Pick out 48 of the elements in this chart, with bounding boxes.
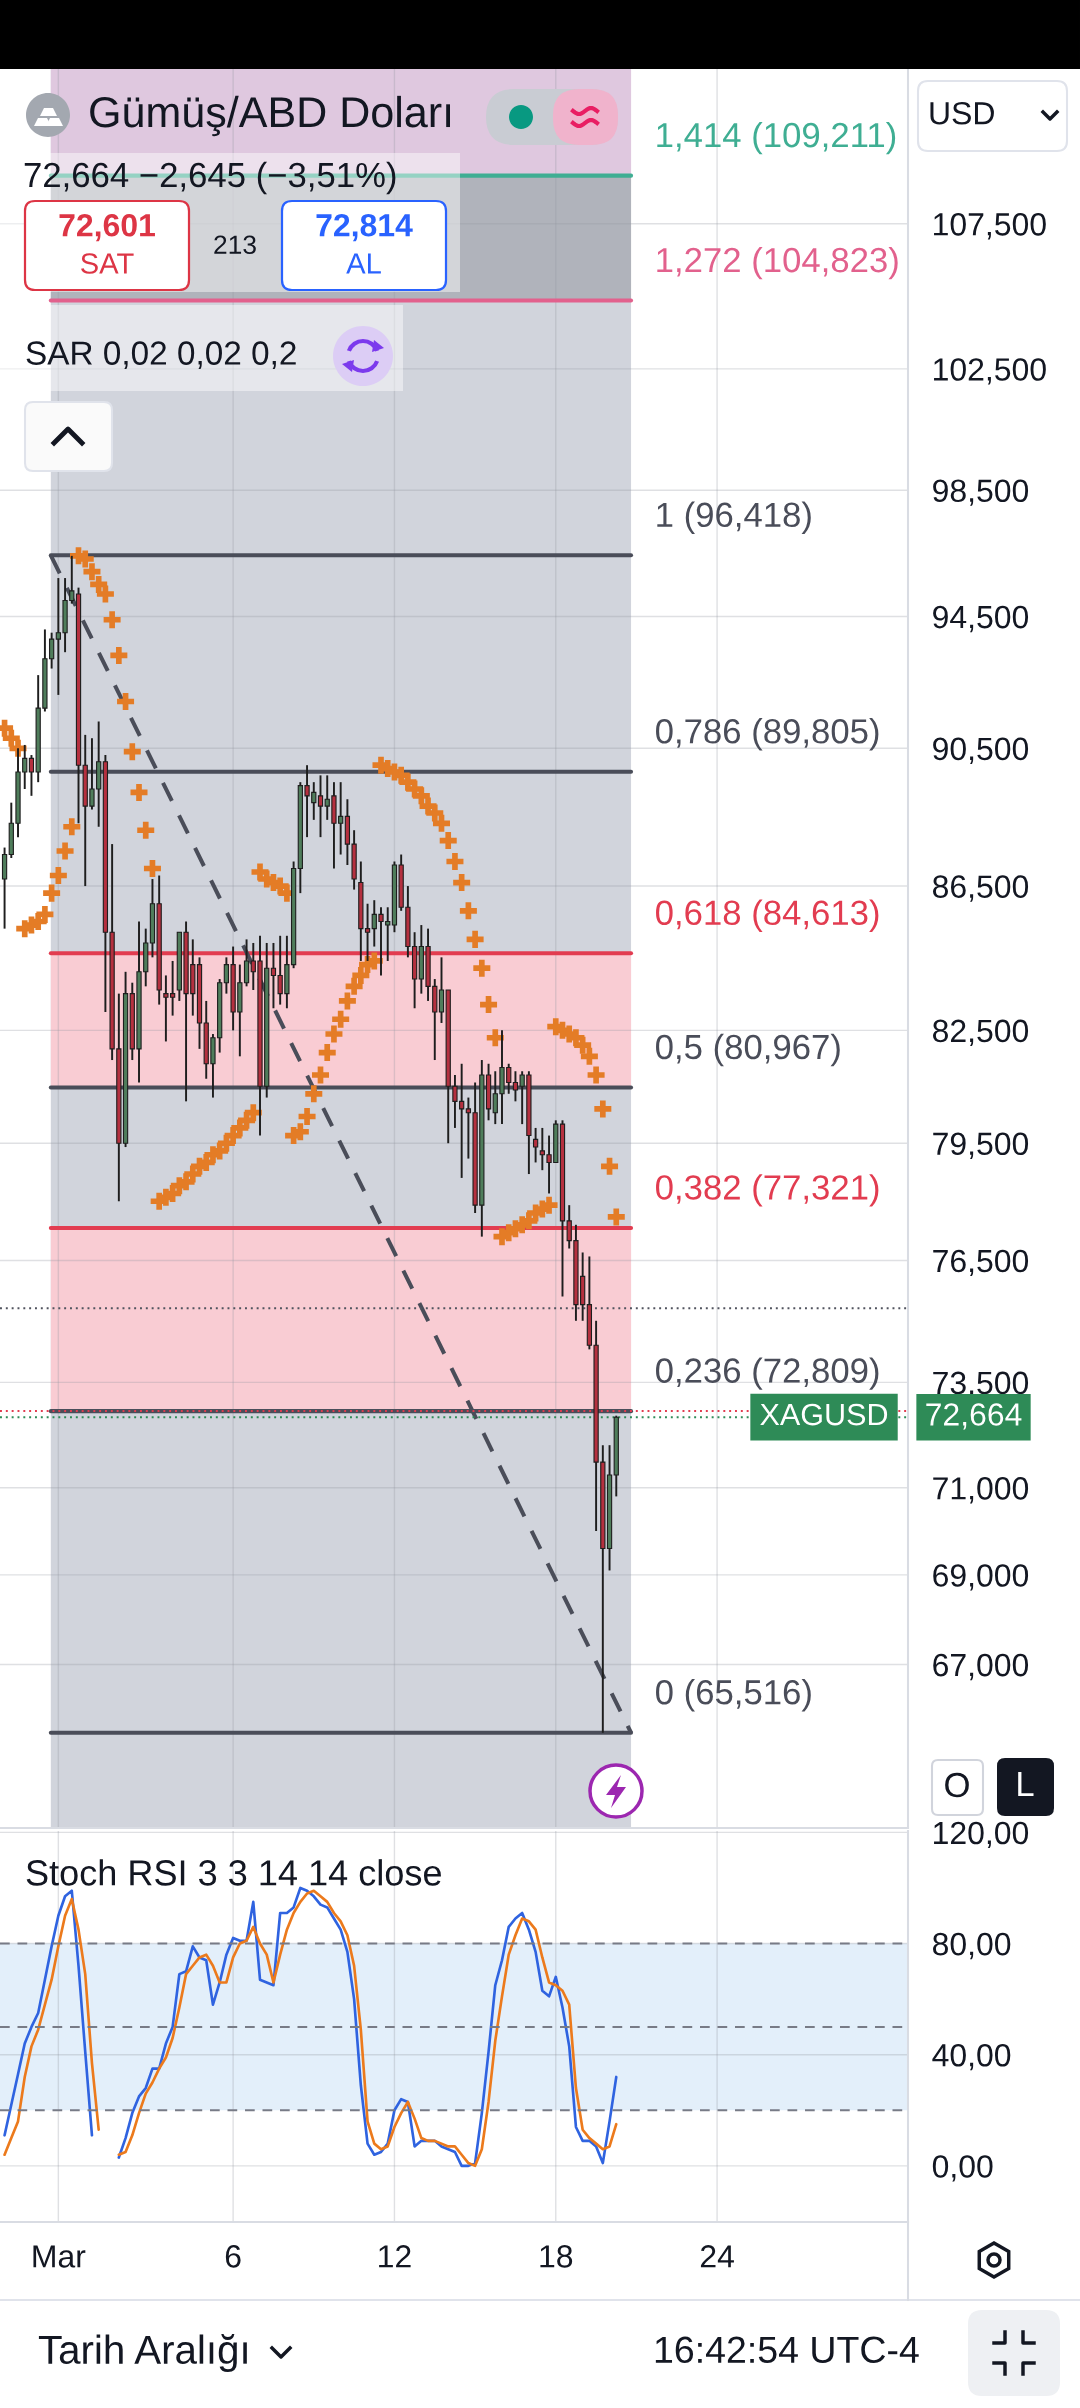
series-label: 0,786 (89,805) [656, 718, 879, 751]
y-tick-label: 73,500 [933, 1371, 1029, 1399]
series-label: 1,414 (109,211) [657, 121, 896, 155]
y-tick-label: 69,000 [933, 1564, 1029, 1591]
y-tick-label: 98,500 [933, 479, 1029, 506]
y-tick-label: 76,500 [933, 1249, 1029, 1277]
annotation: 72,601 [59, 213, 155, 242]
text: 16:42:54 UTC-4 [655, 2336, 919, 2364]
y-tick-label: 107,500 [934, 213, 1046, 240]
y-tick-label: 86,500 [933, 875, 1029, 902]
y-tick-label: 40,00 [932, 2043, 1011, 2071]
series-label: 0,618 (84,613) [656, 899, 879, 932]
y-tick-label: 0,00 [932, 2155, 993, 2182]
series-label: 0 (65,516) [656, 1679, 811, 1712]
y-tick-label: 90,500 [933, 737, 1029, 764]
annotation: 213 [214, 235, 256, 255]
text: Stoch RSI 3 3 14 14 close [26, 1859, 441, 1886]
series-label: 1,272 (104,823) [657, 246, 898, 280]
annotation: SAR 0,02 0,02 0,2 [26, 341, 296, 369]
series-label: 1 (96,418) [657, 501, 811, 534]
candlestick [532, 1126, 539, 1164]
text: L [1018, 1772, 1034, 1796]
x-tick-label: 6 [225, 2245, 241, 2268]
x-tick-label: Mar [33, 2245, 86, 2268]
text: Tarih Aralığı [38, 2333, 247, 2373]
y-tick-label: 94,500 [933, 605, 1029, 633]
text: USD [930, 101, 994, 125]
y-tick-label: 67,000 [933, 1653, 1029, 1681]
text: 72,664 −2,645 (−3,51%) [24, 161, 396, 195]
x-tick-label: 12 [379, 2245, 411, 2268]
x-tick-label: 18 [540, 2245, 573, 2268]
y-tick-label: 82,500 [933, 1019, 1029, 1047]
ref-line-label: 72,664 [926, 1403, 1022, 1430]
text: O [945, 1772, 969, 1798]
series-label: 0,5 (80,967) [656, 1033, 840, 1067]
annotation: AL [346, 253, 381, 274]
annotation: XAGUSD [760, 1403, 888, 1426]
y-tick-label: 80,00 [933, 1932, 1011, 1960]
y-tick-label: 79,500 [933, 1132, 1029, 1159]
y-tick-label: 120,00 [934, 1821, 1029, 1849]
annotation: SAT [81, 253, 134, 274]
x-tick-label: 24 [700, 2245, 734, 2268]
series-label: 0,236 (72,809) [656, 1357, 879, 1390]
y-tick-label: 71,000 [933, 1477, 1029, 1504]
text: Gümüş/ABD Doları [90, 95, 450, 137]
annotation: 72,814 [316, 213, 413, 242]
y-tick-label: 102,500 [934, 358, 1046, 385]
series-label: 0,382 (77,321) [656, 1174, 879, 1207]
